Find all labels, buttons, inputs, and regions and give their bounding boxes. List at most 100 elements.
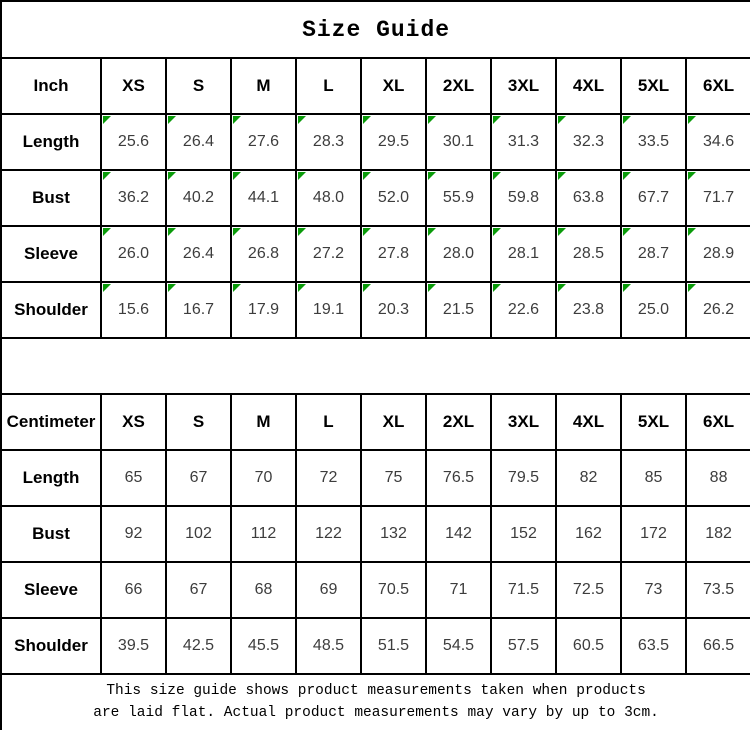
measurement-value: 26.8 — [230, 225, 297, 283]
measurement-value: 28.1 — [490, 225, 557, 283]
measurement-value: 71 — [425, 561, 492, 619]
measurement-value: 33.5 — [620, 113, 687, 171]
measurement-value: 63.5 — [620, 617, 687, 675]
measurement-value: 27.2 — [295, 225, 362, 283]
measurement-value: 66 — [100, 561, 167, 619]
measurement-value: 25.0 — [620, 281, 687, 339]
measurement-value: 28.3 — [295, 113, 362, 171]
size-column-header: M — [230, 57, 297, 115]
measurement-value: 59.8 — [490, 169, 557, 227]
spacer-row — [0, 337, 750, 395]
measurement-value: 182 — [684, 505, 750, 563]
measurement-value: 69 — [295, 561, 362, 619]
measurement-value: 66.5 — [684, 617, 750, 675]
measurement-value: 60.5 — [555, 617, 622, 675]
centimeter-section: Centimeter XS S M L XL 2XL 3XL 4XL 5XL 6XL Length 65… — [0, 393, 750, 675]
size-column-header: XL — [360, 57, 427, 115]
measurement-label: Shoulder — [0, 281, 102, 339]
measurement-value: 65 — [100, 449, 167, 507]
size-column-header: 5XL — [620, 393, 687, 451]
measurement-value: 73 — [620, 561, 687, 619]
measurement-value: 48.0 — [295, 169, 362, 227]
measurement-value: 172 — [620, 505, 687, 563]
measurement-row: Length 65 67 70 72 75 76.5 79.5 82 85 88 — [0, 449, 750, 507]
measurement-value: 19.1 — [295, 281, 362, 339]
size-column-header: 4XL — [555, 57, 622, 115]
size-column-header: S — [165, 393, 232, 451]
measurement-value: 71.5 — [490, 561, 557, 619]
size-column-header: 4XL — [555, 393, 622, 451]
measurement-value: 68 — [230, 561, 297, 619]
measurement-value: 55.9 — [425, 169, 492, 227]
measurement-row: Shoulder 39.5 42.5 45.5 48.5 51.5 54.5 57.5 60.5… — [0, 617, 750, 675]
measurement-value: 52.0 — [360, 169, 427, 227]
size-header-row: Inch XS S M L XL 2XL 3XL 4XL 5XL 6XL — [0, 57, 750, 115]
measurement-row: Bust 36.2 40.2 44.1 48.0 52.0 55.9 59.8 63.8 67.7… — [0, 169, 750, 227]
measurement-label: Length — [0, 113, 102, 171]
measurement-row: Length 25.6 26.4 27.6 28.3 29.5 30.1 31.3 32.3 33… — [0, 113, 750, 171]
measurement-value: 72.5 — [555, 561, 622, 619]
measurement-value: 63.8 — [555, 169, 622, 227]
unit-label: Centimeter — [0, 393, 102, 451]
measurement-value: 28.5 — [555, 225, 622, 283]
measurement-value: 102 — [165, 505, 232, 563]
measurement-value: 26.4 — [165, 225, 232, 283]
footer-note: This size guide shows product measuremen… — [0, 673, 750, 730]
measurement-value: 28.7 — [620, 225, 687, 283]
measurement-value: 85 — [620, 449, 687, 507]
measurement-value: 36.2 — [100, 169, 167, 227]
measurement-value: 70.5 — [360, 561, 427, 619]
measurement-value: 67 — [165, 449, 232, 507]
measurement-label: Bust — [0, 169, 102, 227]
measurement-value: 88 — [684, 449, 750, 507]
size-column-header: XS — [100, 393, 167, 451]
measurement-value: 44.1 — [230, 169, 297, 227]
measurement-value: 73.5 — [684, 561, 750, 619]
measurement-row: Shoulder 15.6 16.7 17.9 19.1 20.3 21.5 22.6 23.8… — [0, 281, 750, 339]
measurement-label: Sleeve — [0, 561, 102, 619]
size-column-header: L — [295, 57, 362, 115]
measurement-row: Sleeve 66 67 68 69 70.5 71 71.5 72.5 73 73.5 — [0, 561, 750, 619]
measurement-value: 51.5 — [360, 617, 427, 675]
measurement-value: 122 — [295, 505, 362, 563]
size-column-header: 6XL — [684, 393, 750, 451]
measurement-value: 17.9 — [230, 281, 297, 339]
measurement-value: 22.6 — [490, 281, 557, 339]
measurement-value: 40.2 — [165, 169, 232, 227]
measurement-value: 112 — [230, 505, 297, 563]
measurement-value: 26.0 — [100, 225, 167, 283]
measurement-label: Length — [0, 449, 102, 507]
size-column-header: XS — [100, 57, 167, 115]
measurement-value: 162 — [555, 505, 622, 563]
size-column-header: 5XL — [620, 57, 687, 115]
measurement-value: 26.4 — [165, 113, 232, 171]
measurement-value: 31.3 — [490, 113, 557, 171]
size-column-header: L — [295, 393, 362, 451]
measurement-value: 54.5 — [425, 617, 492, 675]
measurement-value: 67 — [165, 561, 232, 619]
measurement-value: 57.5 — [490, 617, 557, 675]
measurement-value: 39.5 — [100, 617, 167, 675]
measurement-value: 25.6 — [100, 113, 167, 171]
measurement-label: Shoulder — [0, 617, 102, 675]
size-header-row: Centimeter XS S M L XL 2XL 3XL 4XL 5XL 6XL — [0, 393, 750, 451]
size-column-header: 2XL — [425, 57, 492, 115]
measurement-value: 142 — [425, 505, 492, 563]
measurement-value: 20.3 — [360, 281, 427, 339]
measurement-value: 27.8 — [360, 225, 427, 283]
measurement-value: 71.7 — [684, 169, 750, 227]
size-column-header: 3XL — [490, 57, 557, 115]
footer-note-line1: This size guide shows product measuremen… — [106, 682, 646, 699]
measurement-value: 15.6 — [100, 281, 167, 339]
measurement-value: 76.5 — [425, 449, 492, 507]
spacer-cell — [0, 337, 750, 395]
measurement-value: 48.5 — [295, 617, 362, 675]
inch-section: Inch XS S M L XL 2XL 3XL 4XL 5XL 6XL Length 25.6 26.4… — [0, 57, 750, 339]
footer-note-line2: are laid flat. Actual product measuremen… — [93, 704, 659, 721]
measurement-row: Bust 92 102 112 122 132 142 152 162 172 182 — [0, 505, 750, 563]
measurement-value: 42.5 — [165, 617, 232, 675]
measurement-value: 45.5 — [230, 617, 297, 675]
measurement-label: Sleeve — [0, 225, 102, 283]
measurement-value: 28.0 — [425, 225, 492, 283]
